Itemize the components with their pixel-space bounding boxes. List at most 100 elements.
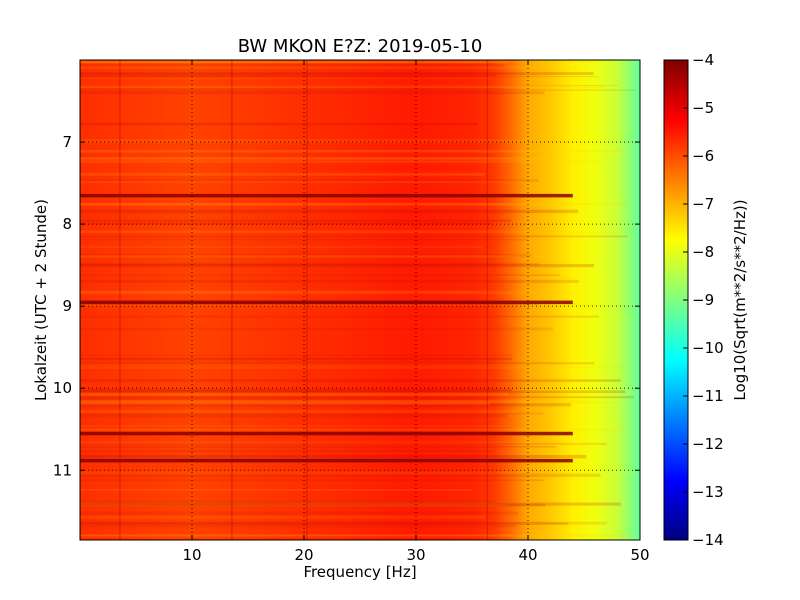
- colorbar-tick-label: −12: [692, 435, 724, 453]
- texture-streak: [80, 122, 479, 126]
- texture-streak: [80, 362, 595, 365]
- texture-streak: [80, 525, 517, 528]
- grid-lines: [80, 60, 640, 540]
- x-axis-ticks: 10 20 30 40 50: [182, 60, 650, 564]
- x-tick-label: 10: [182, 546, 201, 564]
- texture-streak: [80, 473, 601, 477]
- texture-streak: [80, 511, 519, 515]
- texture-streak: [80, 173, 485, 176]
- texture-streak: [80, 65, 580, 70]
- texture-streak: [80, 264, 595, 268]
- x-tick-label: 30: [406, 546, 425, 564]
- colorbar-tick-label: −5: [692, 99, 714, 117]
- texture-streak: [80, 365, 624, 369]
- y-tick-label: 10: [53, 379, 72, 397]
- dark-band: [80, 458, 573, 463]
- texture-streak: [80, 471, 498, 474]
- texture-streak: [80, 455, 587, 459]
- colorbar-ticks: −4 −5 −6 −7 −8 −9 −10 −11 −12 −13 −14: [683, 51, 724, 549]
- texture-streak: [80, 446, 557, 448]
- texture-streak: [80, 414, 507, 418]
- texture-streak: [80, 388, 513, 392]
- texture-streak: [80, 410, 518, 414]
- texture-streak: [80, 489, 473, 491]
- texture-streak: [80, 202, 630, 205]
- texture-streak: [80, 503, 546, 507]
- spectrogram-plot-area: [80, 60, 640, 540]
- texture-streak: [80, 403, 571, 407]
- texture-streak: [80, 89, 636, 91]
- texture-streak: [80, 254, 532, 258]
- texture-streak: [80, 379, 621, 382]
- colorbar-tick-label: −4: [692, 51, 714, 69]
- texture-streak: [80, 428, 625, 431]
- texture-streak: [80, 238, 528, 241]
- x-tick-label: 40: [518, 546, 537, 564]
- texture-streak: [80, 74, 496, 77]
- texture-streak: [80, 141, 581, 144]
- texture-streak: [80, 521, 607, 525]
- y-tick-label: 11: [53, 461, 72, 479]
- texture-streak: [80, 290, 480, 293]
- texture-streak: [80, 502, 621, 506]
- chart-title: BW MKON E?Z: 2019-05-10: [238, 36, 483, 57]
- colorbar-tick-label: −13: [692, 483, 724, 501]
- spectrogram-texture: [80, 60, 640, 540]
- texture-streak: [80, 354, 515, 356]
- texture-streak: [80, 222, 492, 225]
- texture-streak: [80, 160, 602, 163]
- texture-streak: [80, 357, 513, 361]
- texture-streak: [80, 209, 579, 214]
- texture-streak: [80, 72, 594, 75]
- dark-band: [80, 300, 573, 305]
- texture-streak: [80, 327, 553, 331]
- texture-streak: [80, 255, 640, 257]
- texture-streak: [80, 279, 579, 283]
- colorbar-tick-label: −11: [692, 387, 724, 405]
- y-axis-ticks: 7 8 9 10 11: [53, 133, 640, 479]
- x-tick-label: 50: [630, 546, 649, 564]
- texture-streak: [80, 85, 606, 88]
- texture-streak: [80, 91, 545, 95]
- texture-streak: [80, 139, 534, 142]
- texture-streak: [80, 471, 550, 475]
- spectrogram-heatmap: [80, 60, 640, 540]
- texture-streak: [80, 412, 544, 415]
- texture-streak: [80, 62, 488, 63]
- spectral-line: [231, 60, 233, 540]
- spectrogram-dark-bands: [80, 193, 573, 463]
- texture-streak: [80, 396, 635, 399]
- texture-streak: [80, 303, 599, 307]
- texture-streak: [80, 363, 572, 365]
- texture-streak: [80, 399, 587, 403]
- texture-streak: [80, 500, 495, 503]
- texture-streak: [80, 75, 599, 78]
- colorbar-tick-label: −10: [692, 339, 724, 357]
- texture-streak: [80, 179, 539, 182]
- y-axis-label: Lokalzeit (UTC + 2 Stunde): [32, 199, 50, 401]
- dark-band: [80, 193, 573, 198]
- texture-streak: [80, 262, 539, 266]
- texture-streak: [80, 534, 633, 537]
- texture-streak: [80, 255, 568, 258]
- spectral-line: [306, 60, 308, 540]
- texture-streak: [80, 157, 549, 160]
- texture-streak: [80, 180, 528, 183]
- texture-streak: [80, 77, 491, 80]
- colorbar-tick-label: −9: [692, 291, 714, 309]
- texture-streak: [80, 60, 508, 64]
- texture-streak: [80, 392, 508, 396]
- x-axis-label: Frequency [Hz]: [303, 563, 416, 581]
- y-tick-label: 7: [62, 133, 72, 151]
- texture-streak: [80, 502, 559, 506]
- texture-streak: [80, 60, 597, 64]
- texture-streak: [80, 150, 624, 153]
- texture-streak: [80, 441, 610, 445]
- colorbar-tick-label: −6: [692, 147, 714, 165]
- texture-streak: [80, 290, 542, 295]
- y-tick-label: 9: [62, 297, 72, 315]
- texture-streak: [80, 515, 485, 519]
- texture-streak: [80, 479, 545, 482]
- texture-streak: [80, 235, 628, 238]
- texture-streak: [80, 315, 599, 318]
